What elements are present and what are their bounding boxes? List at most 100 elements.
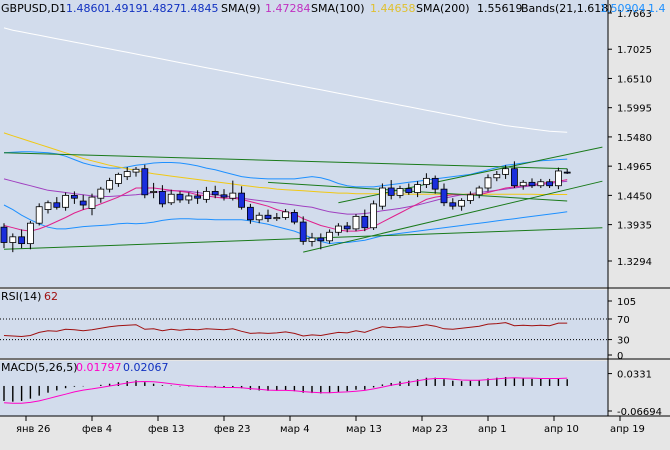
candle-body-bull — [422, 177, 430, 185]
bands-upper-line — [3, 151, 568, 188]
price-tick-label: 1.5995 — [617, 104, 652, 115]
candle-body-bear — [528, 181, 536, 187]
candle — [282, 209, 290, 220]
candle — [290, 209, 298, 225]
candle-body-bear — [18, 236, 26, 245]
candle-body-bear — [238, 192, 246, 208]
candle-body-bull — [150, 191, 158, 193]
candle — [88, 193, 96, 216]
candle — [71, 191, 78, 204]
candle-body-bear — [53, 202, 61, 208]
candle-body-bear — [141, 168, 149, 196]
candle — [0, 223, 8, 249]
candle — [440, 183, 448, 207]
candle-body-bear — [264, 214, 272, 220]
candle — [26, 220, 34, 250]
time-tick-label: апр 19 — [610, 424, 645, 435]
price-tick-label: 1.6510 — [617, 74, 652, 85]
candle — [405, 183, 413, 195]
bands-label: Bands(21,1.618) — [521, 2, 613, 15]
candle — [326, 229, 334, 244]
candle-body-bull — [326, 231, 334, 242]
candle — [370, 200, 378, 231]
price-tick-label: 1.5480 — [617, 133, 652, 144]
candle-body-bull — [484, 177, 492, 189]
candle — [132, 166, 140, 177]
macd-layer — [3, 376, 568, 404]
candle-body-bear — [343, 225, 351, 230]
candle — [264, 209, 272, 223]
candle — [255, 212, 263, 224]
candle-body-bear — [176, 193, 184, 201]
candle-body-bear — [71, 194, 78, 199]
rsi-legend: RSI(14) 62 — [1, 290, 58, 303]
candle-body-bull — [537, 181, 545, 187]
candle — [246, 203, 254, 224]
candle-body-bull — [185, 195, 193, 201]
candle — [9, 233, 17, 253]
rsi-panel-bg — [0, 290, 608, 358]
candle — [194, 190, 202, 204]
candle-body-bull — [167, 193, 175, 204]
candle — [555, 167, 562, 190]
candle-body-bull — [44, 202, 52, 210]
candle — [53, 197, 61, 210]
time-tick-label: мар 4 — [280, 424, 310, 435]
candle-body-bull — [115, 173, 122, 184]
rsi-value: 62 — [44, 290, 58, 303]
trendline — [303, 180, 603, 253]
time-tick-label: фев 13 — [148, 424, 185, 435]
time-tick-label: апр 1 — [478, 424, 507, 435]
candle — [414, 181, 422, 198]
candle-body-bull — [9, 236, 17, 243]
candle-body-bear — [194, 195, 202, 199]
candle — [299, 216, 307, 245]
price-tick-label: 1.3294 — [617, 257, 652, 268]
candle — [458, 198, 466, 211]
candle-body-bull — [202, 191, 210, 200]
candle — [308, 232, 316, 247]
rsi-tick-label: 70 — [617, 315, 630, 326]
ohlc-high: 1.4919 — [104, 2, 143, 15]
macd-legend: MACD(5,26,5) 0.01797 0.02067 — [1, 361, 169, 374]
candle-body-bear — [563, 171, 571, 174]
candle — [387, 180, 395, 200]
candle — [211, 185, 219, 199]
candle — [176, 191, 184, 203]
candle-body-bull — [35, 206, 43, 224]
candle-body-bear — [211, 191, 219, 196]
candle — [115, 172, 122, 187]
candle — [150, 182, 158, 199]
candle — [361, 209, 369, 232]
candle-body-bull — [475, 187, 483, 196]
candle-body-bear — [546, 181, 553, 187]
price-tick-label: 1.3935 — [617, 221, 652, 232]
macd-signal-line — [3, 377, 568, 404]
candles — [0, 161, 571, 253]
candle-body-bear — [299, 221, 307, 242]
candle — [273, 212, 281, 221]
time-tick-label: янв 26 — [16, 424, 50, 435]
candle-body-bull — [282, 211, 290, 218]
candle-body-bull — [378, 187, 386, 207]
candle-body-bear — [431, 177, 439, 190]
bands-value: 1.50904 — [600, 2, 646, 15]
candle-body-bear — [449, 202, 457, 207]
candle-body-bear — [387, 187, 395, 196]
candle-body-bear — [0, 226, 8, 243]
candle — [62, 192, 69, 211]
candle — [79, 194, 87, 210]
macd-value-1: 0.01797 — [76, 361, 122, 374]
candle-body-bull — [308, 237, 316, 242]
candle-body-bear — [79, 200, 87, 206]
candle-body-bull — [26, 222, 34, 245]
sma9-label: SMA(9) — [221, 2, 261, 15]
candle — [466, 191, 474, 204]
candle — [475, 185, 483, 199]
time-tick-label: апр 10 — [544, 424, 579, 435]
rsi-tick-label: 105 — [617, 297, 636, 308]
candle-body-bull — [466, 194, 474, 201]
candle — [502, 165, 510, 179]
macd-tick-label: -0.06694 — [617, 407, 662, 418]
time-tick-label: фев 23 — [214, 424, 251, 435]
